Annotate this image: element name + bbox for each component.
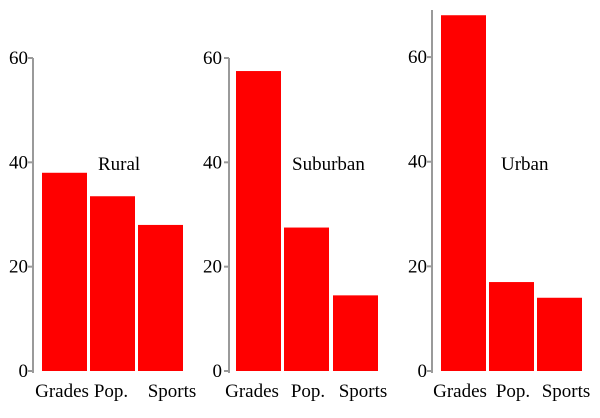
y-tick-label: 0 — [19, 361, 29, 382]
x-category-label: Sports — [148, 381, 197, 402]
x-category-label: Sports — [339, 381, 388, 402]
y-tick-label: 20 — [203, 257, 222, 278]
x-category-label: Pop. — [291, 381, 325, 402]
y-tick-label: 60 — [9, 48, 28, 69]
bar-grades — [236, 71, 281, 372]
y-tick-label: 40 — [9, 152, 28, 173]
y-tick-label: 0 — [213, 361, 223, 382]
bar-grades — [42, 172, 87, 371]
x-category-label: Pop. — [94, 381, 128, 402]
chart-panel-3: 0 20 40 60 Grades Pop. Sports Urban — [408, 10, 590, 402]
bar-sports — [537, 297, 582, 371]
y-tick-label: 60 — [203, 48, 222, 69]
bar-grades — [441, 15, 486, 372]
bar-pop — [284, 227, 329, 371]
bar-pop — [489, 282, 534, 371]
x-category-label: Grades — [35, 381, 89, 402]
panel-title: Suburban — [292, 154, 365, 175]
x-category-label: Sports — [542, 381, 591, 402]
bar-sports — [138, 224, 183, 371]
bar-sports — [333, 295, 378, 371]
bar-pop — [90, 196, 135, 371]
x-category-label: Grades — [433, 381, 487, 402]
chart-panel-1: 0 20 40 60 Grades Pop. Sports Rural — [9, 48, 196, 402]
y-tick-label: 0 — [418, 361, 428, 382]
x-category-label: Grades — [225, 381, 279, 402]
x-category-label: Pop. — [496, 381, 530, 402]
y-tick-label: 40 — [408, 152, 427, 173]
chart-panel-2: 0 20 40 60 Grades Pop. Sports Suburban — [203, 48, 387, 402]
y-tick-label: 20 — [408, 256, 427, 277]
y-tick-label: 60 — [408, 47, 427, 68]
panel-title: Rural — [98, 154, 140, 175]
y-tick-label: 40 — [203, 152, 222, 173]
panel-title: Urban — [501, 154, 549, 175]
y-tick-label: 20 — [9, 257, 28, 278]
